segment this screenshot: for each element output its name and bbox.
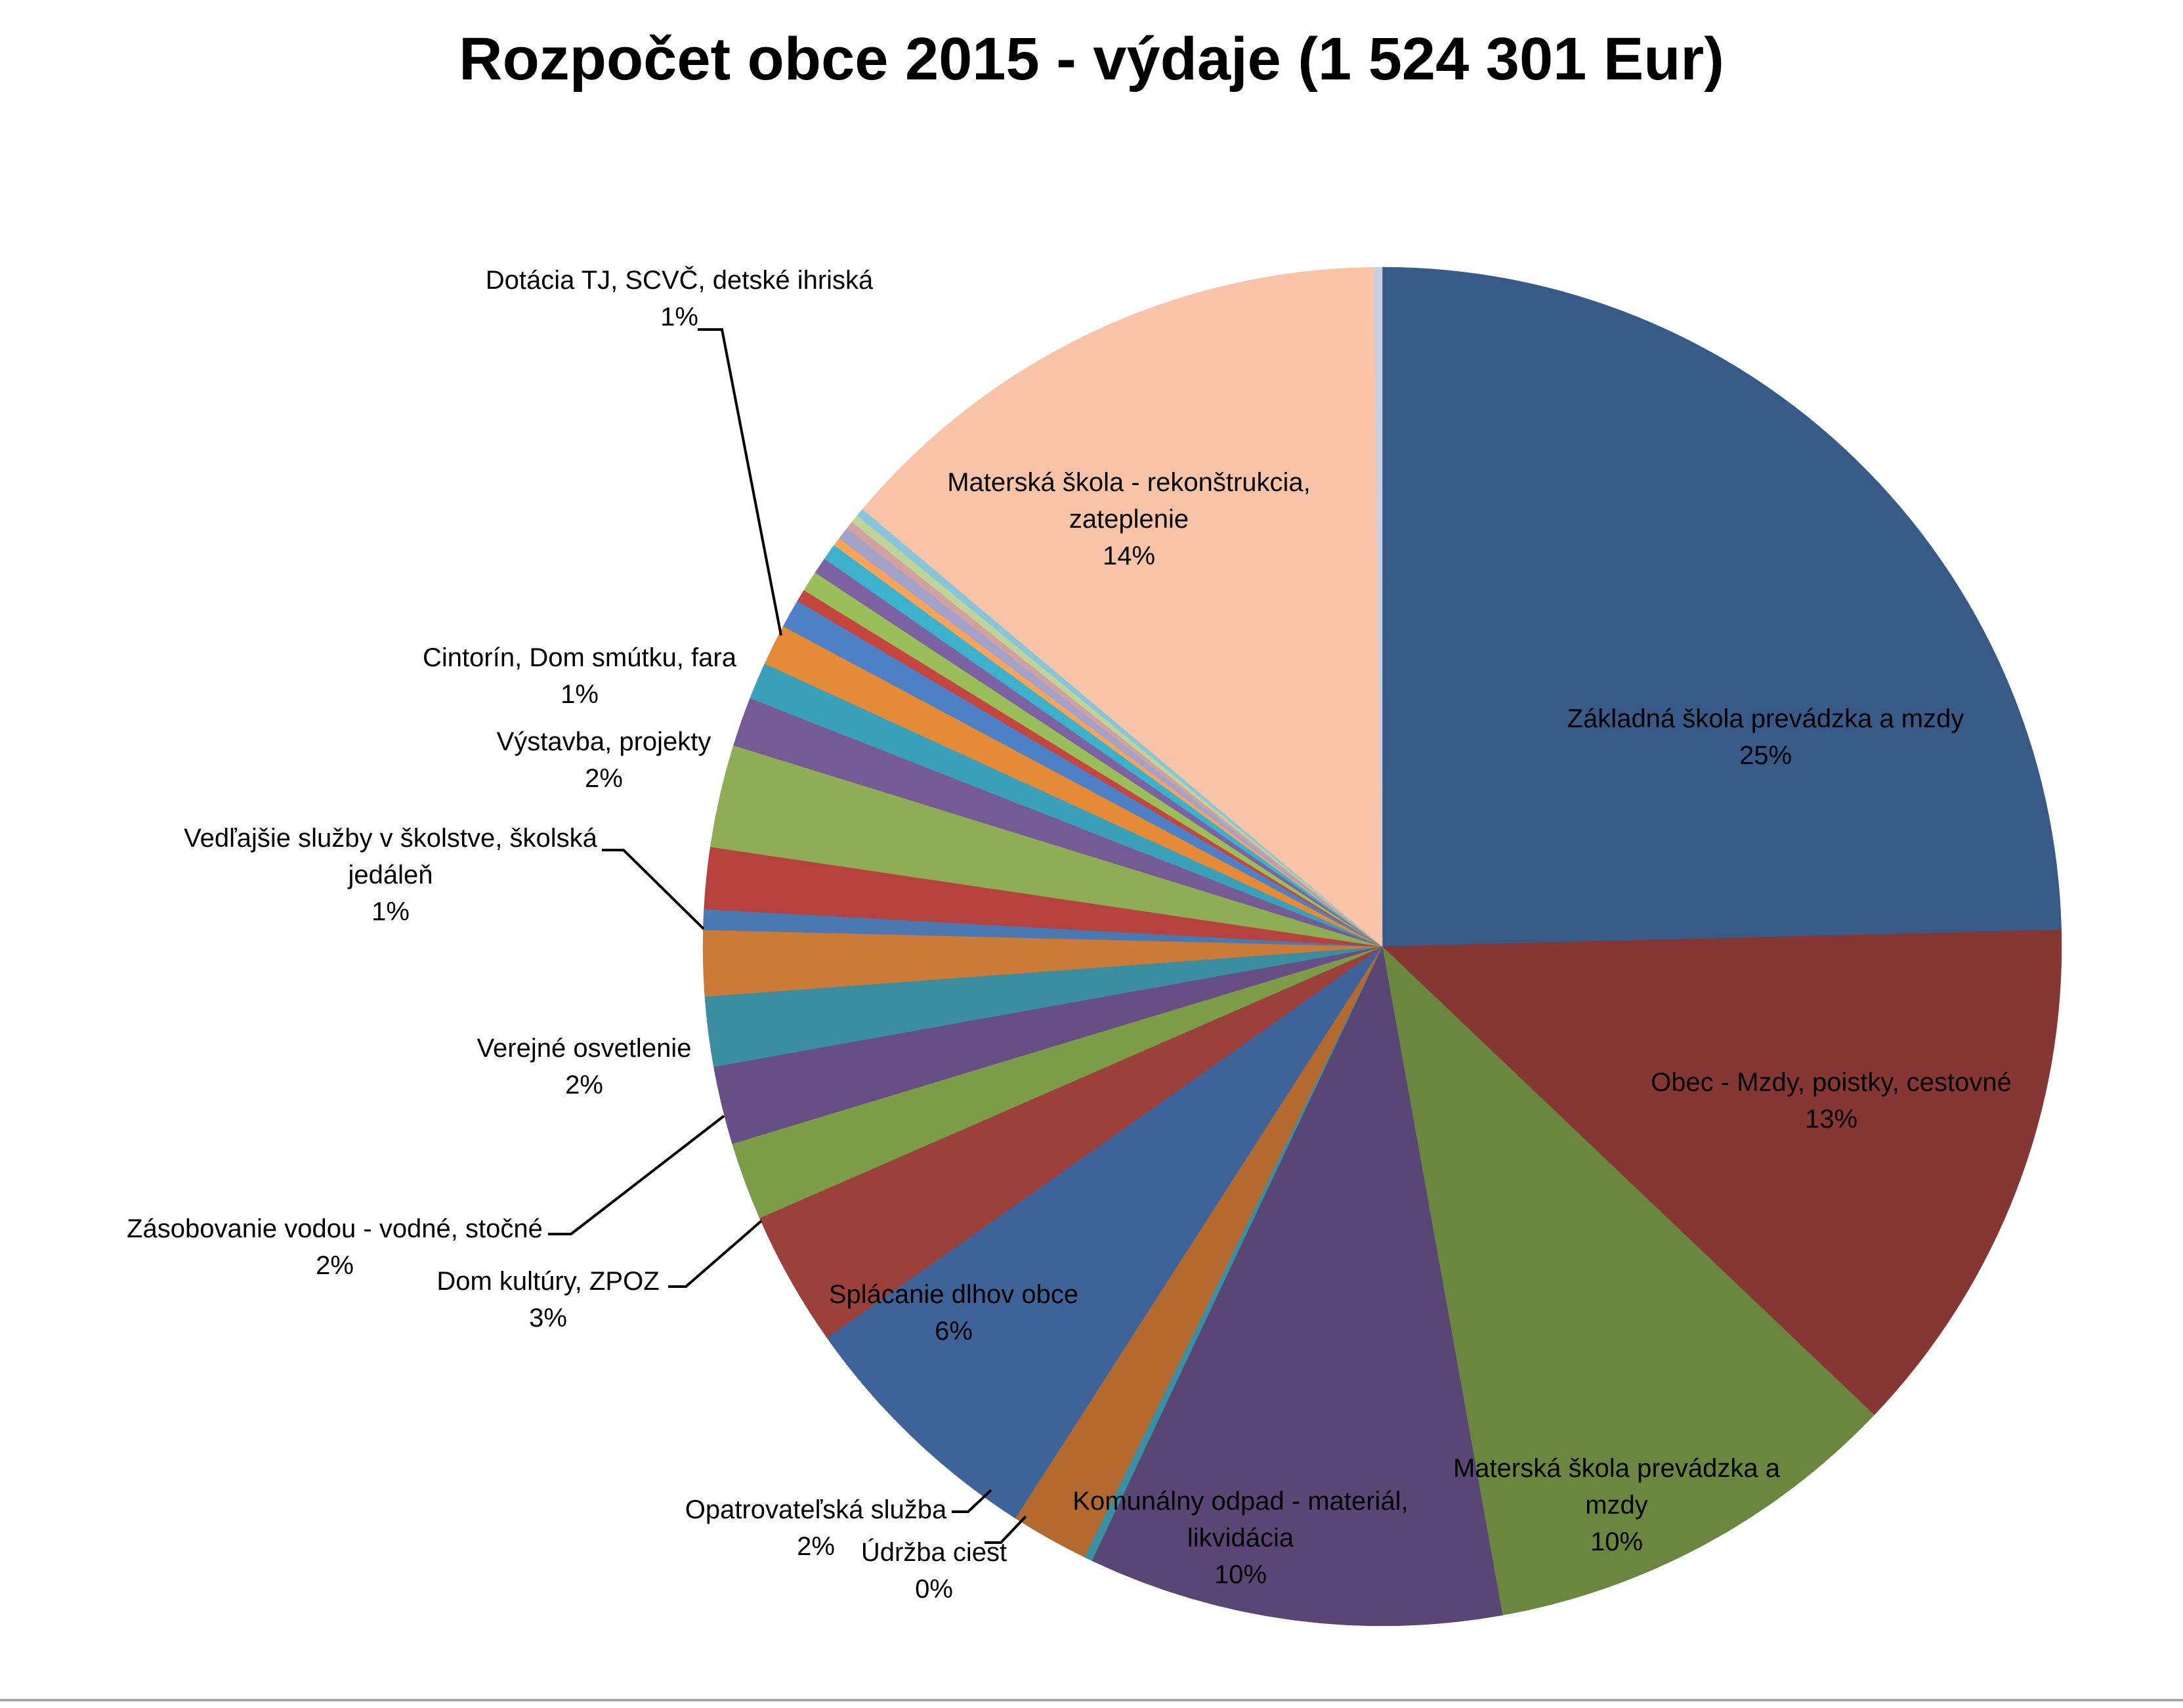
slice-label-15: Výstavba, projekty 2%	[497, 727, 711, 793]
slice-label-5: Opatrovateľská služba 2%	[685, 1495, 947, 1561]
slice-label-line: Vedľajšie služby v školstve, školská	[184, 824, 597, 853]
slice-label-line: Dotácia TJ, SCVČ, detské ihriská	[486, 265, 874, 295]
slice-label-line: zateplenie	[1069, 505, 1189, 534]
slice-label-line: 0%	[915, 1575, 953, 1604]
slice-label-line: Materská škola prevádzka a	[1453, 1454, 1781, 1483]
slice-label-line: 10%	[1214, 1560, 1267, 1589]
chart-title: Rozpočet obce 2015 - výdaje (1 524 301 E…	[459, 26, 1724, 93]
pie-slice-29	[1374, 267, 1383, 947]
slice-label-line: 3%	[529, 1304, 567, 1333]
slice-label-1: Obec - Mzdy, poistky, cestovné 13%	[1651, 1068, 2012, 1134]
slice-label-line: 25%	[1739, 741, 1792, 770]
pie-slice-2	[1382, 946, 1875, 1615]
slice-label-line: Údržba ciest	[861, 1537, 1007, 1567]
slice-label-4: Údržba ciest 0%	[861, 1537, 1007, 1604]
slice-label-28: Materská škola - rekonštrukcia, zatepleni…	[947, 468, 1311, 570]
slice-label-line: Dom kultúry, ZPOZ	[436, 1267, 659, 1296]
slice-label-line: Cintorín, Dom smútku, fara	[423, 643, 737, 672]
leader-line	[668, 1220, 763, 1288]
slice-label-line: 2%	[565, 1071, 603, 1100]
slice-label-line: Verejné osvetlenie	[477, 1034, 692, 1063]
slice-label-line: 2%	[797, 1532, 835, 1561]
slice-label-0: Základná škola prevádzka a mzdy 25%	[1567, 704, 1964, 770]
leader-line	[952, 1489, 992, 1513]
slice-label-line: Zásobovanie vodou - vodné, stočné	[127, 1214, 543, 1243]
slice-label-line: mzdy	[1585, 1491, 1648, 1520]
slice-label-9: Verejné osvetlenie 2%	[477, 1034, 692, 1100]
leader-line	[698, 328, 782, 636]
slice-label-line: 1%	[371, 897, 410, 926]
slice-label-3: Komunálny odpad - materiál, likvidácia 10%	[1072, 1487, 1408, 1589]
slice-label-line: 6%	[935, 1317, 973, 1346]
slice-label-line: jedáleň	[347, 861, 433, 889]
leader-line	[985, 1515, 1027, 1544]
slice-label-2: Materská škola prevádzka a mzdy 10%	[1453, 1454, 1781, 1556]
slice-label-line: 2%	[585, 764, 623, 793]
slice-label-19: Dotácia TJ, SCVČ, detské ihriská 1%	[486, 265, 874, 331]
leader-line	[548, 1115, 725, 1235]
slice-label-line: 13%	[1805, 1105, 1857, 1134]
slice-label-line: 14%	[1103, 542, 1155, 570]
pie-slice-0	[1382, 267, 2062, 947]
slice-label-line: Splácanie dlhov obce	[829, 1280, 1078, 1309]
slice-label-line: likvidácia	[1187, 1524, 1294, 1552]
pie-slice-1	[1382, 929, 2062, 1416]
slice-label-line: Základná škola prevádzka a mzdy	[1567, 704, 1964, 733]
slice-label-17: Cintorín, Dom smútku, fara 1%	[423, 643, 737, 709]
slice-label-6: Splácanie dlhov obce 6%	[829, 1280, 1078, 1346]
leader-line	[602, 849, 705, 930]
slice-label-line: Výstavba, projekty	[497, 727, 711, 756]
slice-label-line: 2%	[316, 1251, 354, 1280]
slice-labels: Základná škola prevádzka a mzdy 25% Obec -…	[127, 265, 2012, 1604]
leader-lines	[548, 328, 1027, 1544]
slice-label-line: Opatrovateľská služba	[685, 1495, 947, 1524]
slice-label-line: 10%	[1590, 1527, 1643, 1556]
slice-label-line: Komunálny odpad - materiál,	[1072, 1487, 1408, 1516]
pie-slice-6	[826, 946, 1383, 1519]
slice-label-line: 1%	[660, 303, 698, 331]
slice-label-line: Materská škola - rekonštrukcia,	[947, 468, 1311, 497]
slice-label-7: Dom kultúry, ZPOZ 3%	[436, 1267, 659, 1333]
slice-label-8: Zásobovanie vodou - vodné, stočné 2%	[127, 1214, 543, 1280]
slice-label-line: 1%	[561, 680, 599, 709]
pie-slice-3	[1092, 946, 1503, 1627]
slice-label-12: Vedľajšie služby v školstve, školská jedá…	[184, 824, 597, 926]
pie-slice-28	[862, 267, 1383, 947]
pie-slices	[702, 267, 2062, 1627]
bottom-divider	[0, 1699, 2183, 1701]
slice-label-line: Obec - Mzdy, poistky, cestovné	[1651, 1068, 2012, 1097]
